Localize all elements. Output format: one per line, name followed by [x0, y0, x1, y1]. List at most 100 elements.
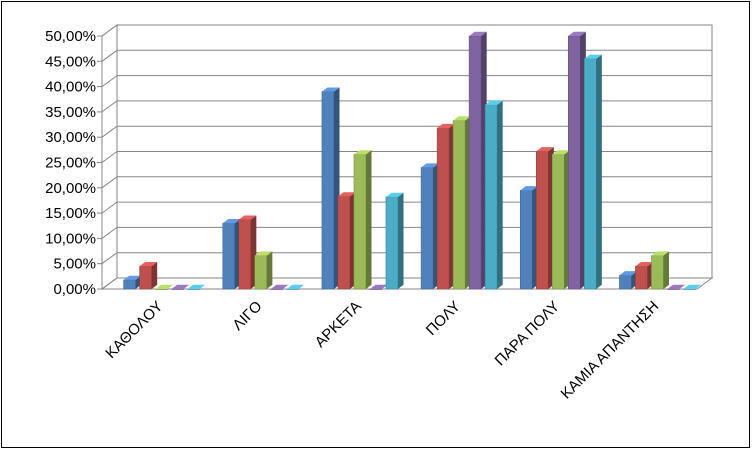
bar-top: [222, 219, 241, 224]
y-tick-label: 25,00%: [45, 155, 96, 172]
bar: [683, 284, 702, 290]
bar: [468, 31, 487, 290]
gridlines: [101, 24, 712, 290]
bar-side: [266, 251, 273, 289]
bar: [155, 284, 174, 290]
bar-side: [365, 150, 372, 289]
bar-top: [337, 192, 356, 197]
bar-front: [667, 288, 680, 290]
gridline: [101, 75, 712, 88]
bar: [552, 150, 570, 290]
bar-top: [369, 284, 388, 289]
bar-top: [286, 284, 305, 289]
bar-top: [187, 284, 206, 289]
bar-top: [651, 251, 670, 256]
bar-front: [139, 265, 152, 290]
bar: [337, 192, 356, 290]
y-tick-label: 30,00%: [45, 129, 96, 146]
bar: [520, 186, 538, 290]
bar-front: [238, 219, 251, 290]
bar-top: [635, 262, 654, 267]
bar-top: [385, 192, 404, 197]
bar: [420, 163, 439, 290]
bar-front: [321, 91, 335, 290]
bar-front: [270, 288, 283, 290]
bar: [254, 251, 273, 290]
gridline: [101, 100, 712, 113]
bar-front: [619, 275, 632, 290]
bar: [385, 192, 404, 290]
gridline: [101, 201, 712, 214]
bar: [667, 284, 686, 290]
bar-top: [155, 284, 174, 289]
bar-top: [254, 251, 273, 256]
gridline: [101, 252, 712, 265]
gridline: [101, 125, 712, 138]
bar-side: [663, 251, 670, 289]
bar-front: [484, 104, 498, 290]
x-category-label: ΠΟΛΥ: [423, 298, 464, 339]
bar-top: [421, 163, 439, 168]
y-tick-label: 15,00%: [45, 205, 96, 222]
chart-walls: [100, 24, 714, 290]
bar-front: [222, 222, 235, 290]
y-tick-label: 45,00%: [45, 53, 96, 70]
bars: [123, 31, 702, 290]
bar-top: [619, 271, 638, 276]
bar: [651, 251, 670, 290]
bar-front: [436, 127, 450, 290]
bar: [238, 215, 257, 290]
bar-side: [151, 262, 158, 289]
bar-side: [596, 54, 602, 289]
bar: [568, 31, 586, 290]
bar-top: [683, 284, 702, 289]
y-tick-label: 5,00%: [53, 256, 96, 273]
bar-top: [485, 100, 503, 105]
bar-top: [552, 150, 570, 155]
bar-front: [286, 288, 299, 290]
bar-front: [584, 58, 597, 290]
y-axis-ticks: 0,00% 5,00% 10,00% 15,00% 20,00% 25,00% 30,00%…: [45, 28, 102, 298]
bar-top: [520, 186, 538, 191]
gridline: [101, 151, 712, 163]
bar-front: [337, 196, 351, 290]
y-tick-label: 40,00%: [45, 79, 96, 96]
bar: [222, 219, 241, 290]
y-tick-label: 20,00%: [45, 180, 96, 197]
bar-top: [171, 284, 190, 289]
bar-top: [123, 275, 142, 280]
bar-top: [321, 87, 340, 92]
gridline: [101, 226, 712, 239]
bar-top: [453, 116, 471, 121]
bar: [436, 123, 455, 290]
gridline: [101, 277, 712, 290]
bar: [584, 54, 602, 290]
bar: [619, 271, 638, 290]
bar-front: [254, 255, 267, 290]
bar: [635, 262, 654, 290]
bar-front: [568, 35, 581, 290]
bar-front: [468, 35, 482, 290]
gridline: [101, 49, 712, 62]
bar-top: [536, 147, 554, 152]
bar-top: [270, 284, 289, 289]
bar-front: [635, 265, 648, 290]
bar-front: [536, 151, 549, 290]
y-tick-label: 35,00%: [45, 104, 96, 121]
y-tick-label: 10,00%: [45, 230, 96, 247]
bar-front: [420, 167, 434, 290]
bar: [171, 284, 190, 290]
bar: [286, 284, 305, 290]
bar-front: [452, 120, 466, 290]
bar-top: [238, 215, 257, 220]
bar-front: [123, 279, 136, 290]
bar: [139, 262, 158, 290]
bar: [369, 284, 388, 290]
bar-front: [187, 288, 200, 290]
bar-top: [353, 150, 372, 155]
y-tick-label: 0,00%: [53, 281, 96, 298]
bar-front: [552, 154, 565, 290]
bar-front: [651, 255, 664, 290]
